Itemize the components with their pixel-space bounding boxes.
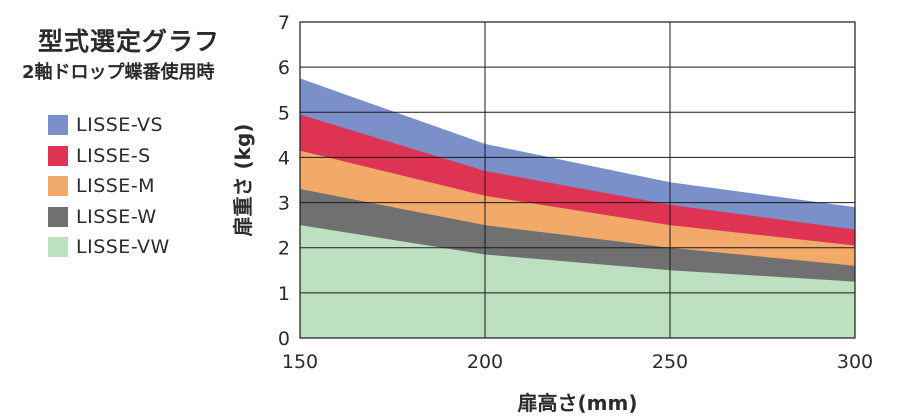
- legend-item: LISSE-W: [48, 202, 170, 233]
- y-tick-label: 5: [278, 102, 290, 124]
- legend-label: LISSE-VS: [76, 114, 164, 137]
- legend-label: LISSE-M: [76, 175, 156, 198]
- y-axis-label: 扉重さ (kg): [231, 124, 255, 237]
- legend-swatch: [48, 206, 68, 227]
- legend-label: LISSE-S: [76, 144, 151, 167]
- x-tick-label: 300: [837, 351, 873, 373]
- chart-title: 型式選定グラフ: [38, 27, 221, 56]
- x-axis-label: 扉高さ(mm): [518, 391, 638, 415]
- y-tick-label: 0: [278, 328, 290, 350]
- legend-label: LISSE-VW: [76, 236, 170, 259]
- y-tick-label: 1: [278, 283, 290, 305]
- legend: LISSE-VS LISSE-S LISSE-M LISSE-W LISSE-VW: [48, 110, 170, 263]
- x-tick-label: 250: [652, 351, 688, 373]
- legend-swatch: [48, 237, 68, 258]
- legend-item: LISSE-VS: [48, 110, 170, 141]
- legend-swatch: [48, 145, 68, 166]
- chart-subtitle: 2軸ドロップ蝶番使用時: [22, 62, 215, 83]
- legend-label: LISSE-W: [76, 205, 157, 228]
- y-tick-label: 6: [278, 57, 290, 79]
- y-tick-label: 4: [278, 147, 290, 169]
- x-tick-label: 200: [467, 351, 503, 373]
- legend-swatch: [48, 115, 68, 136]
- legend-item: LISSE-VW: [48, 232, 170, 263]
- legend-swatch: [48, 176, 68, 197]
- area-lisse-vw: [300, 225, 855, 338]
- y-tick-label: 2: [278, 238, 290, 260]
- y-tick-label: 3: [278, 193, 290, 215]
- x-tick-label: 150: [282, 351, 318, 373]
- y-tick-label: 7: [278, 12, 290, 34]
- plot-frame: [299, 21, 856, 339]
- legend-item: LISSE-M: [48, 171, 170, 202]
- legend-item: LISSE-S: [48, 141, 170, 172]
